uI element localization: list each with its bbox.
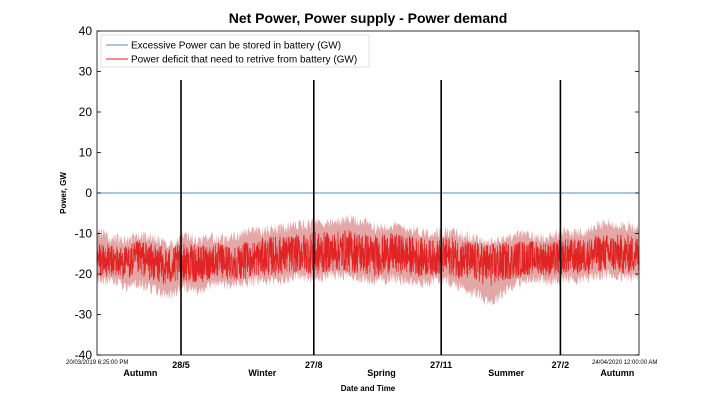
x-end-label: 24/04/2020 12:00:00 AM <box>592 360 657 366</box>
y-axis-label: Power, GW <box>59 172 68 214</box>
y-tick-label: 20 <box>79 105 93 119</box>
y-tick-label: 10 <box>79 146 93 160</box>
y-tick-label: 0 <box>85 186 92 200</box>
divider-date-label: 27/8 <box>305 360 323 370</box>
y-tick-label: -30 <box>75 308 93 322</box>
season-label: Spring <box>367 368 396 378</box>
deficit-series-line <box>96 229 640 287</box>
legend-box <box>100 34 370 68</box>
y-tick-label: -40 <box>75 348 93 362</box>
y-tick-label: -10 <box>75 227 93 241</box>
y-tick-label: -20 <box>75 267 93 281</box>
season-label: Summer <box>488 368 525 378</box>
divider-date-label: 28/5 <box>172 360 190 370</box>
legend-entry-label: Power deficit that need to retrive from … <box>131 55 357 66</box>
legend-entry-label: Excessive Power can be stored in battery… <box>131 41 341 52</box>
x-axis-label: Date and Time <box>341 384 396 393</box>
season-label: Autumn <box>123 368 157 378</box>
divider-date-label: 27/11 <box>430 360 452 370</box>
y-tick-label: 40 <box>79 24 93 38</box>
divider-date-label: 27/2 <box>552 360 570 370</box>
x-start-label: 20/03/2019 6:25:00 PM <box>66 360 128 366</box>
chart-title: Net Power, Power supply - Power demand <box>229 10 508 26</box>
y-tick-label: 30 <box>79 65 93 79</box>
season-label: Winter <box>248 368 276 378</box>
season-label: Autumn <box>600 368 634 378</box>
legend: Excessive Power can be stored in battery… <box>100 34 370 68</box>
